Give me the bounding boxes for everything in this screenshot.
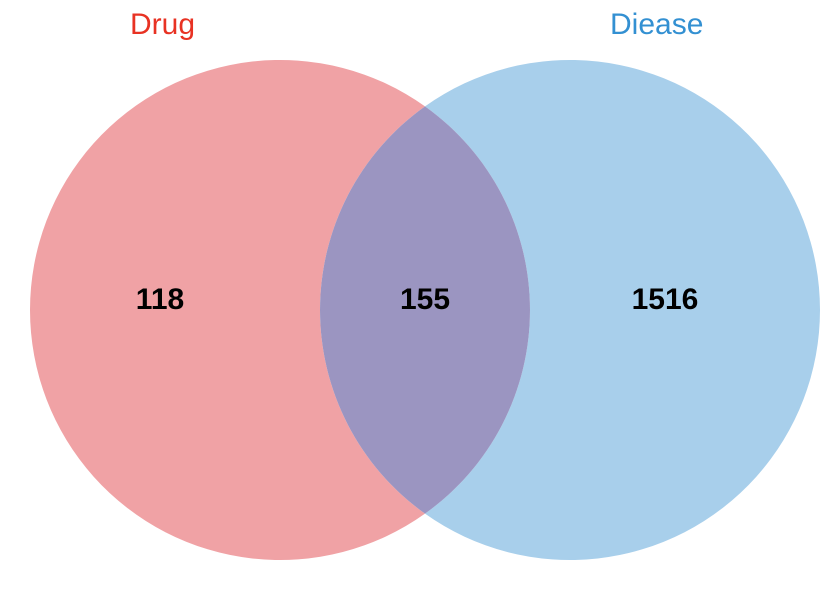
- set-a-title: Drug: [130, 8, 195, 42]
- count-intersection: 155: [400, 283, 450, 317]
- set-b-title: Diease: [610, 8, 703, 42]
- venn-diagram: Drug Diease 118 155 1516: [0, 0, 839, 592]
- count-only-a: 118: [136, 283, 184, 317]
- count-only-b: 1516: [632, 283, 699, 317]
